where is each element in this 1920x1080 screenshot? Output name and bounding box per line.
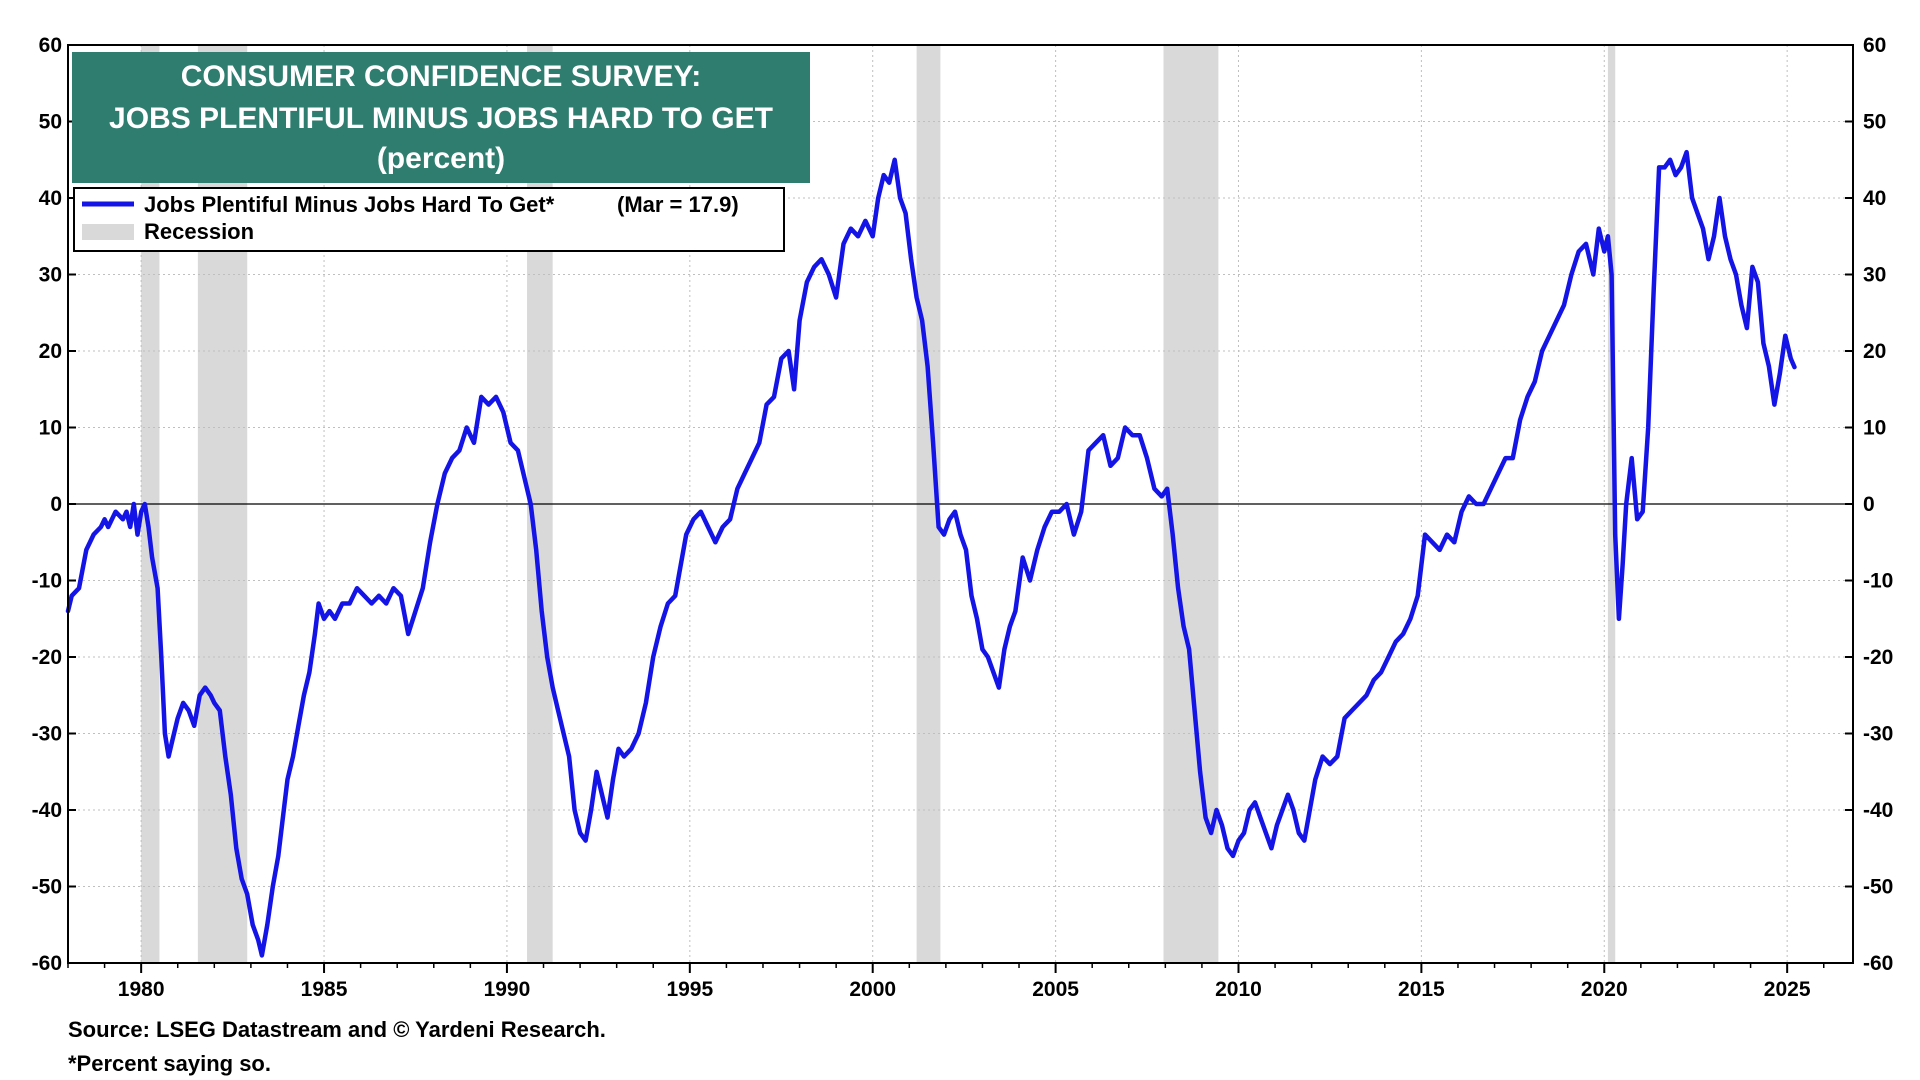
x-tick-label: 2020 bbox=[1581, 978, 1628, 1001]
y-tick-label-left: 20 bbox=[39, 340, 62, 363]
y-tick-label-left: 50 bbox=[39, 111, 62, 134]
y-tick-label-right: -60 bbox=[1863, 952, 1893, 975]
y-tick-label-left: 0 bbox=[50, 493, 62, 516]
y-tick-label-right: 30 bbox=[1863, 264, 1886, 287]
y-tick-label-left: 30 bbox=[39, 264, 62, 287]
y-tick-label-right: 0 bbox=[1863, 493, 1875, 516]
x-tick-label: 2005 bbox=[1032, 978, 1079, 1001]
tick-marks bbox=[67, 44, 1853, 973]
legend: Jobs Plentiful Minus Jobs Hard To Get* (… bbox=[73, 187, 785, 252]
y-tick-label-right: -20 bbox=[1863, 646, 1893, 669]
y-tick-label-left: 40 bbox=[39, 187, 62, 210]
series-layer bbox=[65, 149, 1797, 958]
y-tick-label-right: -10 bbox=[1863, 570, 1893, 593]
x-tick-label: 1980 bbox=[118, 978, 165, 1001]
x-tick-label: 1990 bbox=[484, 978, 531, 1001]
title-line-1: CONSUMER CONFIDENCE SURVEY: bbox=[181, 60, 702, 93]
x-tick-label: 2000 bbox=[849, 978, 896, 1001]
title-background bbox=[72, 52, 810, 183]
y-tick-label-left: -40 bbox=[32, 799, 62, 822]
y-tick-label-right: 60 bbox=[1863, 34, 1886, 57]
x-tick-label: 2015 bbox=[1398, 978, 1445, 1001]
percent-footnote: *Percent saying so. bbox=[68, 1051, 271, 1076]
series-line-jobs-plentiful-minus-hard-to-get bbox=[65, 149, 1797, 958]
gridlines bbox=[68, 45, 1853, 963]
y-tick-label-left: -50 bbox=[32, 876, 62, 899]
y-tick-label-right: 50 bbox=[1863, 111, 1886, 134]
y-tick-label-right: 40 bbox=[1863, 187, 1886, 210]
legend-recession-swatch bbox=[82, 224, 134, 240]
x-tick-label: 1985 bbox=[301, 978, 348, 1001]
y-tick-label-left: 10 bbox=[39, 417, 62, 440]
legend-recession-label: Recession bbox=[144, 219, 254, 244]
y-tick-label-right: -30 bbox=[1863, 723, 1893, 746]
title-line-2: JOBS PLENTIFUL MINUS JOBS HARD TO GET bbox=[109, 102, 773, 135]
title-line-3: (percent) bbox=[377, 142, 505, 175]
title-box: CONSUMER CONFIDENCE SURVEY: JOBS PLENTIF… bbox=[72, 52, 810, 183]
y-tick-label-right: -40 bbox=[1863, 799, 1893, 822]
x-tick-label: 1995 bbox=[666, 978, 713, 1001]
legend-latest-value: (Mar = 17.9) bbox=[617, 192, 739, 217]
y-tick-label-right: 20 bbox=[1863, 340, 1886, 363]
x-tick-label: 2025 bbox=[1764, 978, 1811, 1001]
y-tick-label-left: -10 bbox=[32, 570, 62, 593]
y-tick-label-left: -20 bbox=[32, 646, 62, 669]
y-tick-label-left: -30 bbox=[32, 723, 62, 746]
y-tick-label-right: -50 bbox=[1863, 876, 1893, 899]
y-tick-label-left: -60 bbox=[32, 952, 62, 975]
x-tick-label: 2010 bbox=[1215, 978, 1262, 1001]
y-tick-label-left: 60 bbox=[39, 34, 62, 57]
legend-box bbox=[73, 187, 785, 252]
source-note: Source: LSEG Datastream and © Yardeni Re… bbox=[68, 1017, 606, 1042]
legend-series-label: Jobs Plentiful Minus Jobs Hard To Get* bbox=[144, 192, 555, 217]
y-tick-label-right: 10 bbox=[1863, 417, 1886, 440]
